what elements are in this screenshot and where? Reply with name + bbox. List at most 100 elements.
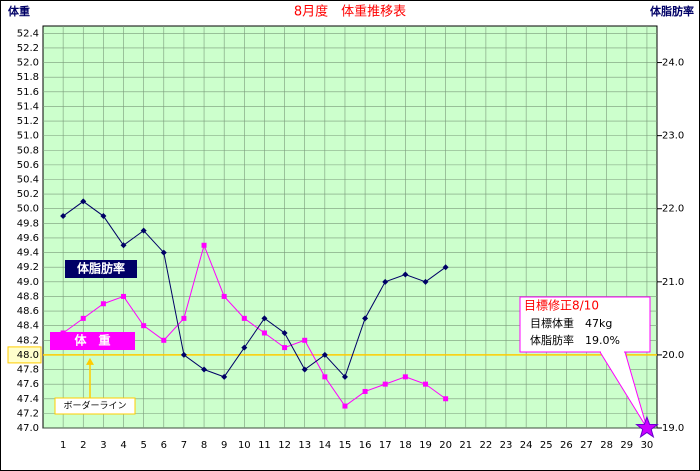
y-tick-label: 50.4 xyxy=(17,174,39,185)
data-point xyxy=(382,278,389,285)
x-tick-label: 27 xyxy=(580,440,593,451)
x-tick-label: 8 xyxy=(201,440,207,451)
y-tick-label: 47.0 xyxy=(17,423,39,434)
legend-label: 体脂肪率 xyxy=(77,261,125,276)
x-tick-label: 30 xyxy=(641,440,654,451)
x-tick-label: 6 xyxy=(161,440,167,451)
data-point xyxy=(422,278,429,285)
data-point xyxy=(382,381,388,387)
data-point xyxy=(60,213,67,220)
x-tick-label: 12 xyxy=(278,440,291,451)
data-point xyxy=(141,323,147,329)
y-tick-label: 50.6 xyxy=(17,160,39,171)
x-tick-label: 10 xyxy=(238,440,251,451)
data-point xyxy=(321,351,328,358)
x-tick-label: 20 xyxy=(439,440,452,451)
x-tick-label: 4 xyxy=(120,440,126,451)
y2-tick-label: 20.0 xyxy=(662,350,684,361)
note-text: 体脂肪率 19.0% xyxy=(530,333,620,347)
x-tick-label: 26 xyxy=(560,440,573,451)
x-tick-label: 18 xyxy=(399,440,412,451)
y-tick-label: 49.8 xyxy=(17,218,39,229)
y2-tick-label: 22.0 xyxy=(662,204,684,215)
y-tick-label: 49.6 xyxy=(17,233,39,244)
layer: 47.0 47.2 47.4 47.6 47.8 48.0 48.2 48.4 48.6 48.8… xyxy=(7,26,684,451)
data-point xyxy=(301,366,308,373)
x-tick-label: 5 xyxy=(140,440,146,451)
y-tick-label: 47.4 xyxy=(17,394,39,405)
y-tick-label: 47.8 xyxy=(17,365,39,376)
x-tick-label: 2 xyxy=(80,440,86,451)
x-tick-label: 1 xyxy=(60,440,66,451)
legend-box xyxy=(65,260,137,278)
x-tick-label: 24 xyxy=(520,440,533,451)
data-point xyxy=(100,301,106,307)
data-point xyxy=(422,381,428,387)
x-tick-label: 3 xyxy=(100,440,106,451)
x-tick-label: 25 xyxy=(540,440,553,451)
y-axis-label: 体重 xyxy=(8,4,30,18)
x-tick-label: 19 xyxy=(419,440,432,451)
y-tick-label: 49.2 xyxy=(17,262,39,273)
data-point xyxy=(281,329,288,336)
y-tick-label: 50.8 xyxy=(17,145,39,156)
x-tick-label: 9 xyxy=(221,440,227,451)
y-tick-label: 49.0 xyxy=(17,277,39,288)
y-tick-label: 47.6 xyxy=(17,379,39,390)
x-tick-label: 28 xyxy=(600,440,613,451)
border-label-box xyxy=(54,397,136,415)
data-point xyxy=(282,345,288,351)
data-point xyxy=(341,373,348,380)
data-point xyxy=(180,351,187,358)
data-point xyxy=(443,396,449,402)
y2-tick-label: 19.0 xyxy=(662,423,684,434)
data-point xyxy=(342,403,348,409)
y-tick-label: 48.8 xyxy=(17,291,39,302)
data-point xyxy=(120,242,127,249)
legend-box xyxy=(50,332,135,350)
series-line xyxy=(62,243,446,407)
y-tick-label: 47.2 xyxy=(17,408,39,419)
data-point xyxy=(322,374,328,380)
data-point xyxy=(181,315,187,321)
data-point xyxy=(80,198,87,205)
data-point xyxy=(201,242,207,248)
x-tick-label: 13 xyxy=(298,440,311,451)
data-point xyxy=(121,293,127,299)
y-tick-label: 48.0 xyxy=(17,350,39,361)
y-tick-label: 51.6 xyxy=(17,87,39,98)
data-point xyxy=(100,213,107,220)
data-point xyxy=(241,344,248,351)
y-tick-label: 48.4 xyxy=(17,321,39,332)
data-point xyxy=(302,337,308,343)
y-tick-label: 51.2 xyxy=(17,116,39,127)
x-tick-label: 29 xyxy=(620,440,633,451)
y2-tick-label: 21.0 xyxy=(662,277,684,288)
x-tick-label: 15 xyxy=(339,440,352,451)
y-tick-label: 48.2 xyxy=(17,335,39,346)
note-text: 目標修正8/10 xyxy=(524,298,599,313)
y-tick-label: 52.2 xyxy=(17,43,39,54)
y-tick-label: 49.4 xyxy=(17,248,39,259)
series-line xyxy=(62,200,446,378)
y-tick-label: 51.0 xyxy=(17,131,39,142)
y-tick-label: 51.4 xyxy=(17,101,39,112)
x-tick-label: 17 xyxy=(379,440,392,451)
note-box xyxy=(519,296,651,353)
y-tick-label: 48.6 xyxy=(17,306,39,317)
y-tick-label: 52.0 xyxy=(17,58,39,69)
y2-axis-label: 体脂肪率 xyxy=(650,4,694,18)
data-point xyxy=(80,315,86,321)
border-label: ボーダーライン xyxy=(63,400,126,412)
x-tick-label: 11 xyxy=(258,440,271,451)
chart-title: 8月度 体重推移表 xyxy=(294,4,406,20)
plot-area xyxy=(42,25,658,429)
x-tick-label: 23 xyxy=(500,440,513,451)
x-tick-label: 21 xyxy=(459,440,472,451)
data-point xyxy=(402,271,409,278)
y-tick-label: 51.8 xyxy=(17,72,39,83)
target-star xyxy=(635,415,659,439)
data-point xyxy=(261,330,267,336)
data-point xyxy=(241,315,247,321)
